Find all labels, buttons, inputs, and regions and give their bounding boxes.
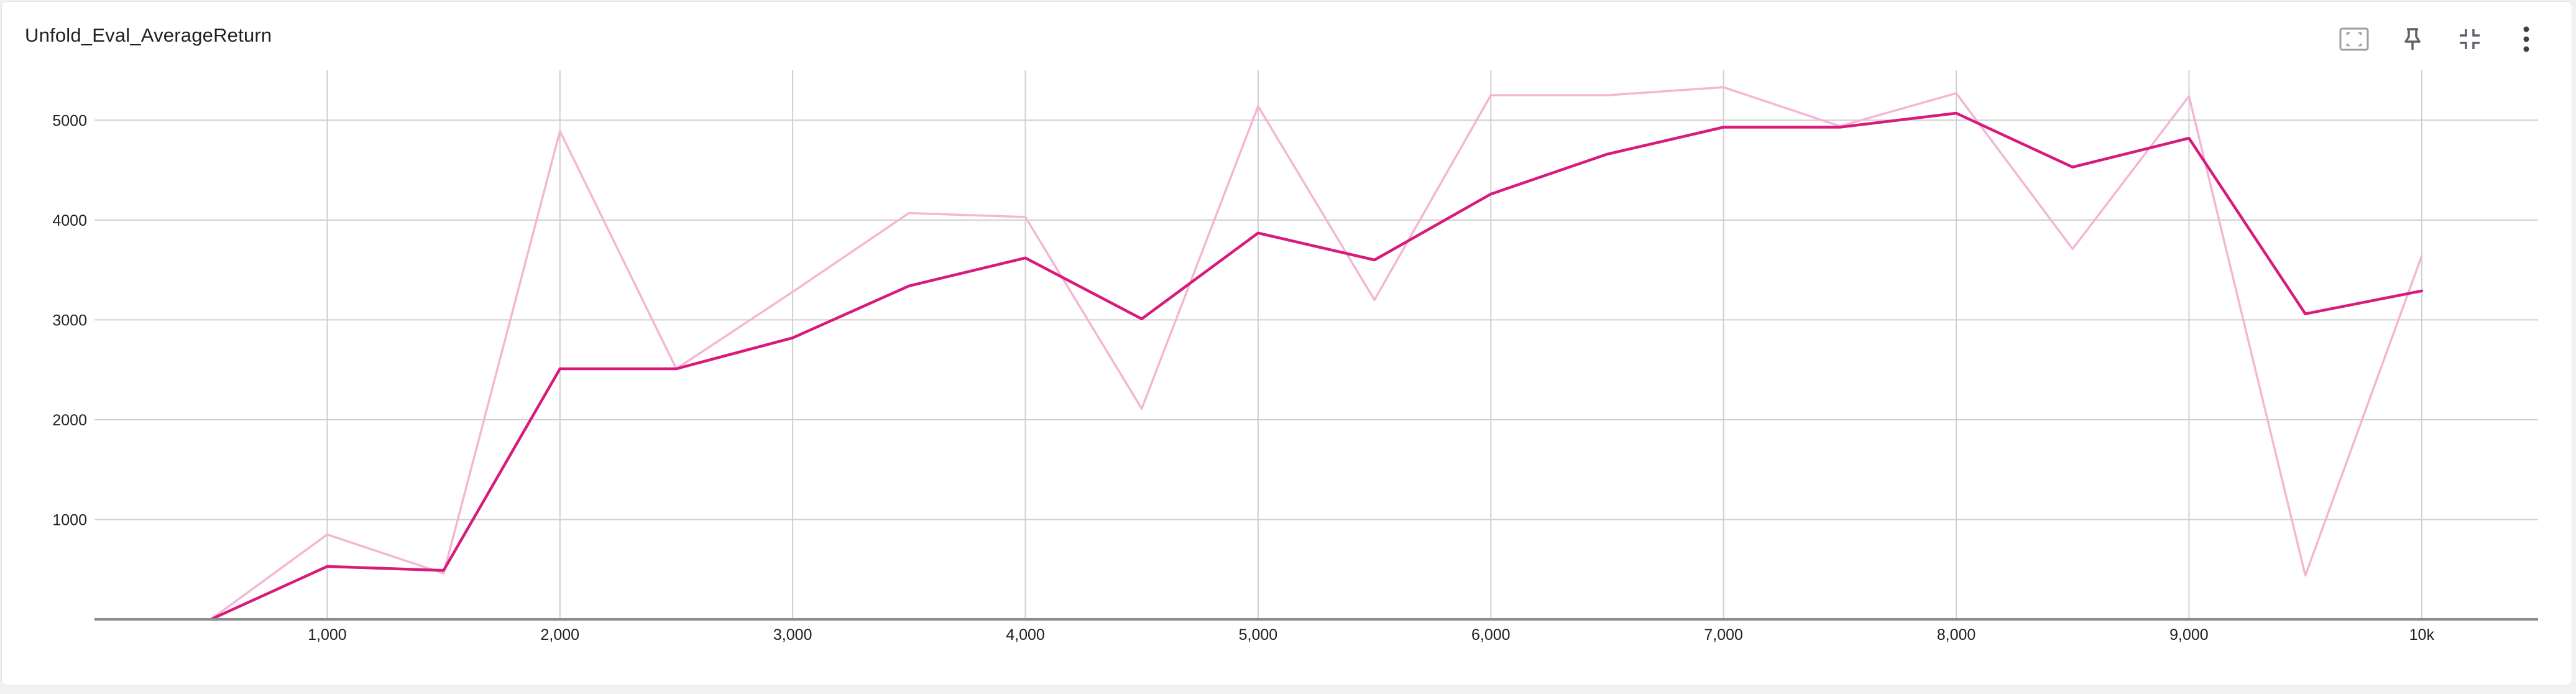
smoothed-series-line	[209, 111, 2424, 621]
horizontal-gridlines	[94, 119, 2538, 520]
x-tick-label: 5,000	[1239, 626, 1278, 644]
y-tick-label: 3000	[52, 312, 87, 329]
x-tick-label: 10k	[2409, 626, 2435, 644]
y-tick-label: 1000	[52, 511, 87, 529]
x-tick-label: 1,000	[308, 626, 347, 644]
raw-series-line	[209, 86, 2423, 621]
x-tick-label: 4,000	[1006, 626, 1045, 644]
fit-domain-button[interactable]	[2335, 21, 2373, 58]
more-vert-icon	[2523, 26, 2529, 52]
more-options-button[interactable]	[2508, 21, 2545, 58]
vertical-gridlines	[326, 70, 2422, 619]
x-tick-label: 7,000	[1704, 626, 1743, 644]
y-tick-label: 2000	[52, 412, 87, 429]
y-axis-tick-labels: 1000 2000 3000 4000 5000	[52, 112, 87, 529]
x-tick-label: 6,000	[1471, 626, 1511, 644]
x-tick-label: 3,000	[773, 626, 812, 644]
pin-button[interactable]	[2394, 21, 2431, 58]
y-tick-label: 5000	[52, 112, 87, 129]
x-tick-label: 9,000	[2169, 626, 2209, 644]
collapse-button[interactable]	[2451, 21, 2488, 58]
y-tick-label: 4000	[52, 212, 87, 229]
x-tick-label: 8,000	[1937, 626, 1976, 644]
x-axis-tick-labels: 1,000 2,000 3,000 4,000 5,000 6,000 7,000 8,000…	[308, 626, 2434, 644]
series-lines	[209, 86, 2424, 621]
x-tick-label: 2,000	[540, 626, 579, 644]
fullscreen-exit-icon	[2460, 29, 2480, 49]
pin-icon	[2404, 28, 2421, 50]
chart-title: Unfold_Eval_AverageReturn	[25, 24, 272, 46]
fit-to-data-icon	[2339, 27, 2369, 51]
